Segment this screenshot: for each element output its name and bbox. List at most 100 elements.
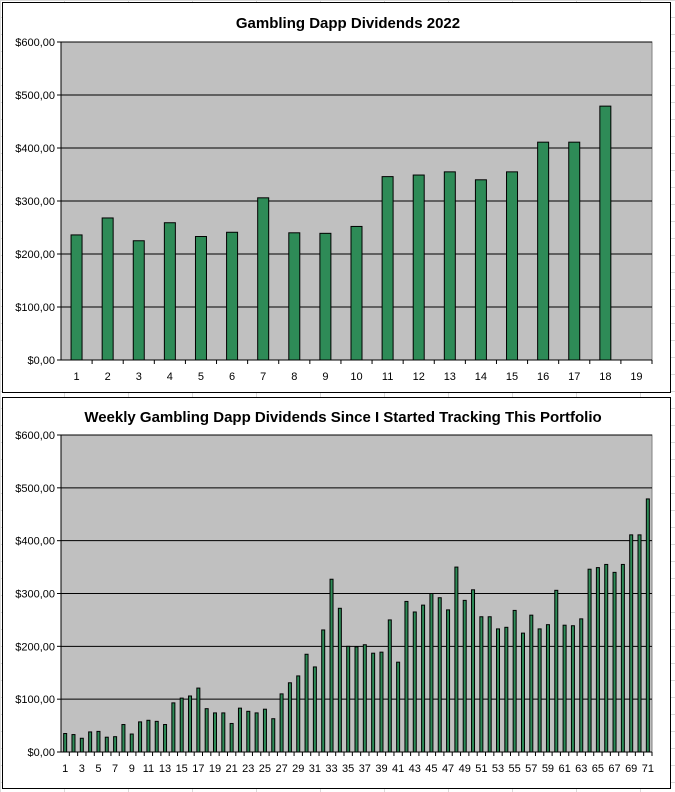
x-tick-label: 57 — [525, 763, 537, 775]
bar — [480, 617, 483, 752]
bar — [195, 237, 206, 360]
y-tick-label: $300,00 — [15, 589, 55, 601]
bar — [197, 688, 200, 752]
x-tick-label: 45 — [425, 763, 437, 775]
y-tick-label: $600,00 — [15, 37, 55, 49]
x-tick-label: 2 — [105, 371, 111, 383]
bar — [258, 198, 269, 360]
chart-title: Gambling Dapp Dividends 2022 — [236, 15, 460, 32]
x-tick-label: 53 — [492, 763, 504, 775]
y-tick-label: $600,00 — [15, 430, 55, 442]
bar — [530, 615, 533, 752]
x-tick-label: 8 — [291, 371, 297, 383]
x-tick-label: 31 — [309, 763, 321, 775]
bar — [351, 226, 362, 360]
y-tick-label: $200,00 — [15, 641, 55, 653]
bar — [372, 653, 375, 752]
bar — [172, 703, 175, 752]
bar — [147, 720, 150, 752]
bar — [382, 177, 393, 360]
x-tick-label: 15 — [506, 371, 518, 383]
chart-2022-dividends[interactable]: Gambling Dapp Dividends 2022 $0,00 $100,0… — [2, 2, 671, 393]
x-tick-label: 7 — [260, 371, 266, 383]
bar — [189, 696, 192, 752]
bar — [571, 626, 574, 752]
bar — [600, 106, 611, 360]
bar — [438, 598, 441, 752]
x-tick-label: 65 — [592, 763, 604, 775]
x-tick-label: 35 — [342, 763, 354, 775]
bar — [613, 572, 616, 752]
x-tick-label: 69 — [625, 763, 637, 775]
x-tick-label: 71 — [642, 763, 654, 775]
bar — [538, 629, 541, 752]
bar — [71, 235, 82, 360]
bar — [238, 708, 241, 752]
bar — [621, 564, 624, 752]
bar — [569, 142, 580, 360]
chart-weekly-svg: Weekly Gambling Dapp Dividends Since I S… — [3, 398, 672, 790]
bar — [444, 172, 455, 360]
bar — [588, 569, 591, 752]
x-tick-label: 19 — [209, 763, 221, 775]
bar — [330, 579, 333, 752]
bar — [413, 175, 424, 360]
bar — [313, 667, 316, 752]
bar — [475, 180, 486, 360]
x-tick-label: 1 — [73, 371, 79, 383]
bar — [213, 713, 216, 752]
x-tick-label: 9 — [129, 763, 135, 775]
bar — [230, 723, 233, 752]
bar — [413, 612, 416, 752]
x-tick-label: 17 — [568, 371, 580, 383]
x-tick-label: 14 — [475, 371, 487, 383]
x-tick-label: 11 — [382, 371, 393, 383]
chart-weekly-dividends[interactable]: Weekly Gambling Dapp Dividends Since I S… — [2, 397, 671, 789]
x-tick-label: 18 — [599, 371, 611, 383]
bar — [605, 564, 608, 752]
bar — [247, 711, 250, 752]
chart-2022-svg: Gambling Dapp Dividends 2022 $0,00 $100,0… — [3, 3, 672, 394]
x-tick-label: 11 — [143, 763, 154, 775]
x-tick-label: 12 — [413, 371, 425, 383]
bar — [322, 630, 325, 752]
bar — [89, 732, 92, 752]
bar — [133, 241, 144, 360]
y-tick-label: $300,00 — [15, 196, 55, 208]
bar — [405, 601, 408, 752]
bar — [102, 218, 113, 360]
x-tick-label: 55 — [509, 763, 521, 775]
bar — [155, 721, 158, 752]
y-tick-label: $500,00 — [15, 483, 55, 495]
y-tick-label: $100,00 — [15, 694, 55, 706]
y-tick-label: $400,00 — [15, 143, 55, 155]
x-tick-label: 51 — [475, 763, 487, 775]
x-tick-label: 63 — [575, 763, 587, 775]
bar — [263, 709, 266, 752]
x-tick-label: 16 — [537, 371, 549, 383]
x-tick-label: 13 — [159, 763, 171, 775]
x-tick-label: 19 — [630, 371, 642, 383]
bar — [280, 694, 283, 752]
bar — [122, 725, 125, 752]
bar — [222, 713, 225, 752]
bar — [505, 627, 508, 752]
bar — [114, 737, 117, 752]
x-tick-label: 67 — [608, 763, 620, 775]
bar — [521, 633, 524, 752]
bar — [638, 535, 641, 752]
bar — [388, 620, 391, 752]
x-tick-label: 43 — [409, 763, 421, 775]
bar — [430, 594, 433, 753]
bar — [180, 698, 183, 752]
x-tick-label: 15 — [176, 763, 188, 775]
bar — [422, 605, 425, 752]
bar — [363, 645, 366, 752]
bar — [205, 709, 208, 752]
x-tick-label: 4 — [167, 371, 173, 383]
bar — [97, 731, 100, 752]
bar — [538, 142, 549, 360]
bar — [289, 233, 300, 360]
bar — [355, 647, 358, 752]
x-tick-label: 3 — [79, 763, 85, 775]
